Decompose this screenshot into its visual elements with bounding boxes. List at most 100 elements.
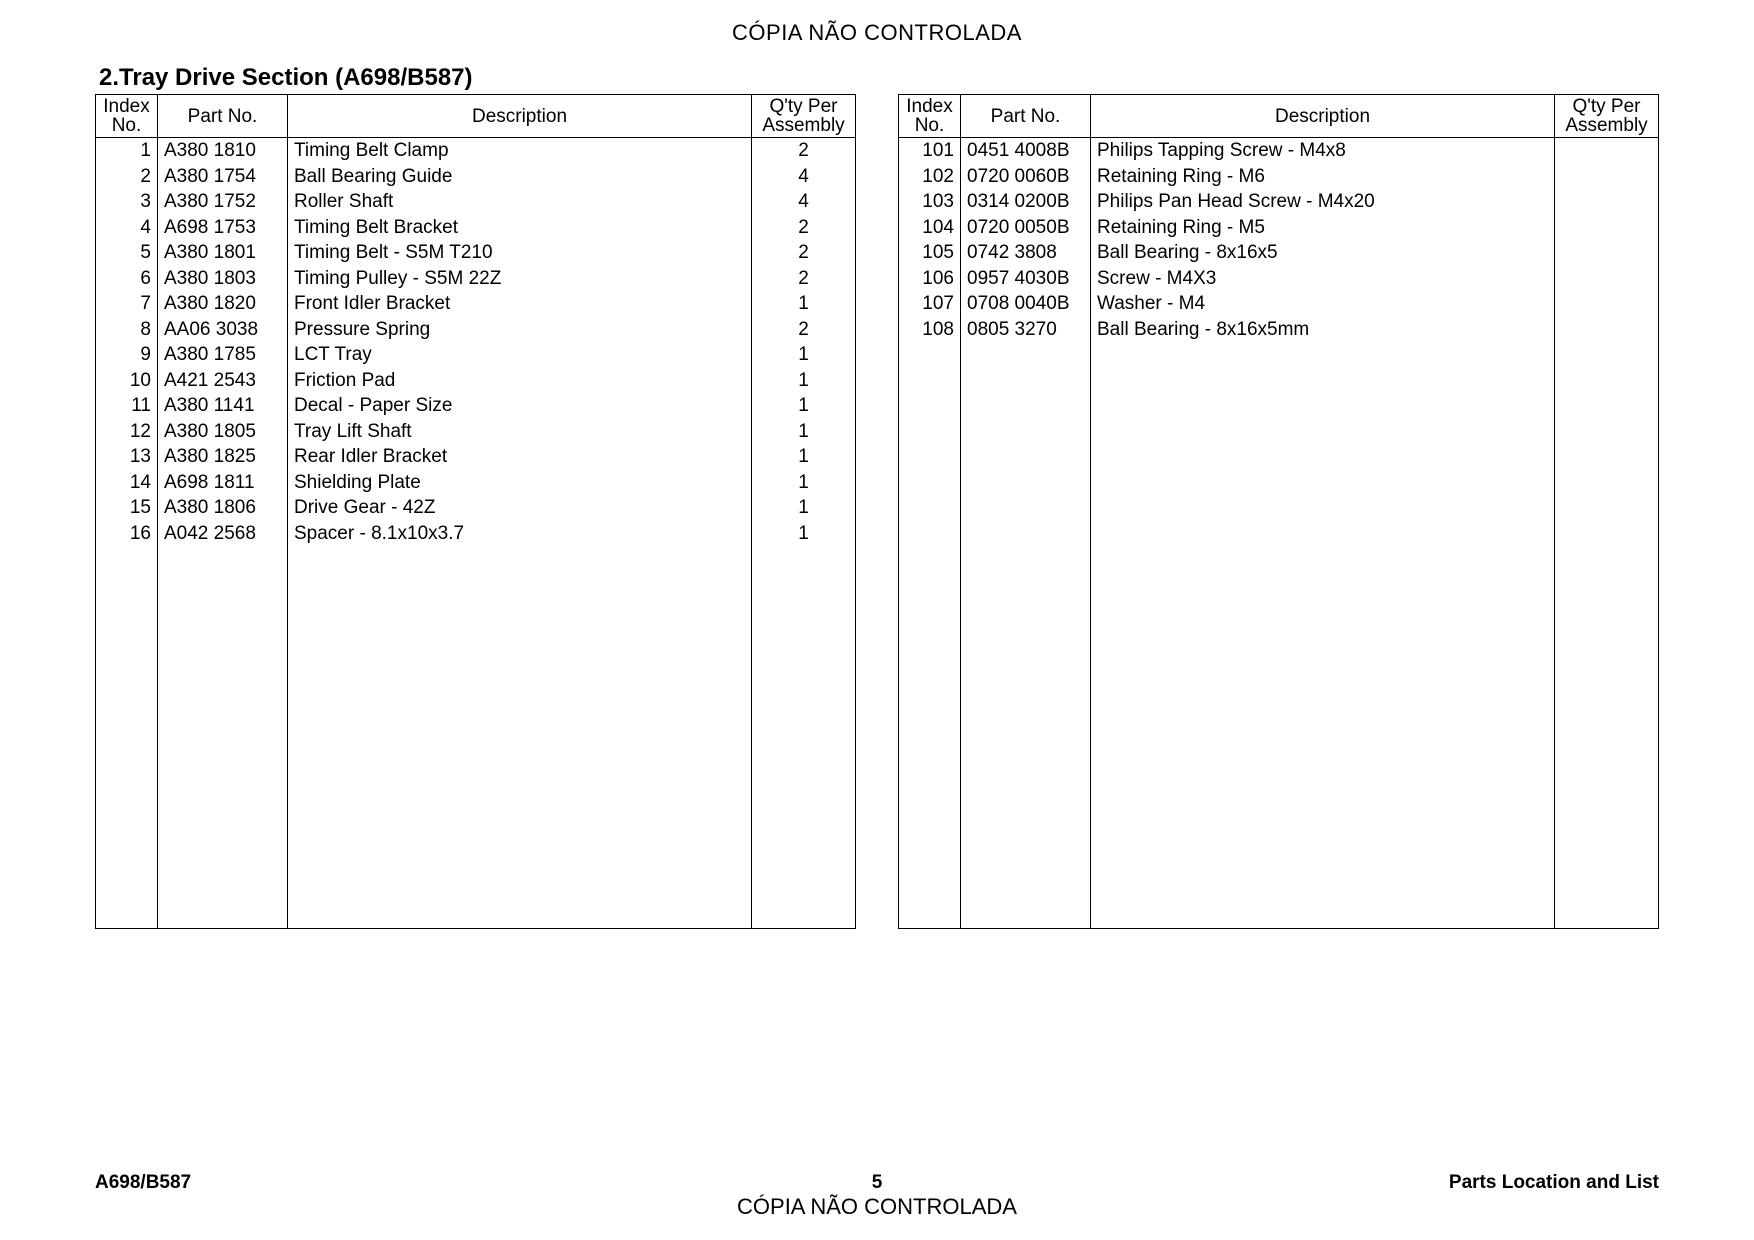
cell-qty [752,648,856,674]
cell-qty [1555,521,1659,547]
cell-description [1091,368,1555,394]
left-table-body: 1A380 1810Timing Belt Clamp22A380 1754Ba… [96,138,856,929]
cell-partno [961,725,1091,751]
cell-description [288,648,752,674]
cell-qty [1555,419,1659,445]
cell-index: 16 [96,521,158,547]
cell-partno: A380 1820 [158,291,288,317]
table-row [899,750,1659,776]
cell-index [96,699,158,725]
cell-partno: A380 1754 [158,164,288,190]
table-row: 1080805 3270Ball Bearing - 8x16x5mm [899,317,1659,343]
cell-description: Front Idler Bracket [288,291,752,317]
cell-qty [1555,342,1659,368]
table-row [899,495,1659,521]
cell-index: 10 [96,368,158,394]
left-table-wrap: Index No. Part No. Description Q'ty Per … [95,94,856,929]
table-row: 9A380 1785LCT Tray1 [96,342,856,368]
col-qty: Q'ty Per Assembly [1555,95,1659,138]
cell-qty [1555,776,1659,802]
cell-description: Ball Bearing - 8x16x5mm [1091,317,1555,343]
footer-page-number: 5 [95,1172,1659,1194]
table-row [899,342,1659,368]
cell-qty [752,674,856,700]
cell-description [288,878,752,904]
cell-description: Spacer - 8.1x10x3.7 [288,521,752,547]
cell-description: Philips Pan Head Screw - M4x20 [1091,189,1555,215]
table-row: 16A042 2568Spacer - 8.1x10x3.71 [96,521,856,547]
cell-description: Roller Shaft [288,189,752,215]
cell-index [96,572,158,598]
table-row [96,903,856,929]
table-row [96,546,856,572]
cell-partno: A380 1801 [158,240,288,266]
cell-index: 12 [96,419,158,445]
table-row [899,699,1659,725]
table-row [899,393,1659,419]
bottom-watermark: CÓPIA NÃO CONTROLADA [0,1194,1754,1220]
cell-partno: A421 2543 [158,368,288,394]
cell-description [1091,674,1555,700]
cell-qty [1555,495,1659,521]
cell-partno: A380 1141 [158,393,288,419]
cell-index: 7 [96,291,158,317]
cell-qty: 4 [752,189,856,215]
cell-index: 101 [899,138,961,164]
table-row: 11A380 1141Decal - Paper Size1 [96,393,856,419]
cell-index: 105 [899,240,961,266]
cell-index [899,852,961,878]
table-row [899,878,1659,904]
cell-partno: 0314 0200B [961,189,1091,215]
cell-description [288,623,752,649]
cell-partno [961,572,1091,598]
cell-index [96,801,158,827]
cell-index [96,725,158,751]
cell-index [899,444,961,470]
cell-index: 1 [96,138,158,164]
table-row: 10A421 2543Friction Pad1 [96,368,856,394]
cell-description [1091,393,1555,419]
cell-partno [961,368,1091,394]
cell-description: Retaining Ring - M5 [1091,215,1555,241]
cell-qty: 2 [752,266,856,292]
cell-index: 8 [96,317,158,343]
table-row [96,852,856,878]
table-row [899,368,1659,394]
cell-partno [158,852,288,878]
cell-qty [1555,215,1659,241]
cell-index [899,878,961,904]
table-row [899,470,1659,496]
cell-index: 107 [899,291,961,317]
table-row [96,572,856,598]
cell-qty: 2 [752,138,856,164]
cell-qty [1555,368,1659,394]
cell-index [96,546,158,572]
cell-index [96,623,158,649]
cell-partno [961,903,1091,929]
cell-index [899,827,961,853]
table-row [899,801,1659,827]
cell-index: 5 [96,240,158,266]
table-row [899,674,1659,700]
table-row [96,648,856,674]
cell-qty [752,801,856,827]
table-row [899,827,1659,853]
table-row [96,674,856,700]
left-parts-table: Index No. Part No. Description Q'ty Per … [95,94,856,929]
right-table-body: 1010451 4008BPhilips Tapping Screw - M4x… [899,138,1659,929]
table-row [96,827,856,853]
cell-qty [752,827,856,853]
cell-qty [1555,801,1659,827]
cell-partno: 0957 4030B [961,266,1091,292]
cell-description: Ball Bearing Guide [288,164,752,190]
tables-row: Index No. Part No. Description Q'ty Per … [95,94,1659,929]
cell-partno [158,725,288,751]
cell-partno [158,546,288,572]
cell-qty [1555,164,1659,190]
cell-partno [158,648,288,674]
table-row [96,597,856,623]
cell-qty [1555,725,1659,751]
cell-qty [1555,648,1659,674]
table-row [899,852,1659,878]
table-row: 1060957 4030BScrew - M4X3 [899,266,1659,292]
